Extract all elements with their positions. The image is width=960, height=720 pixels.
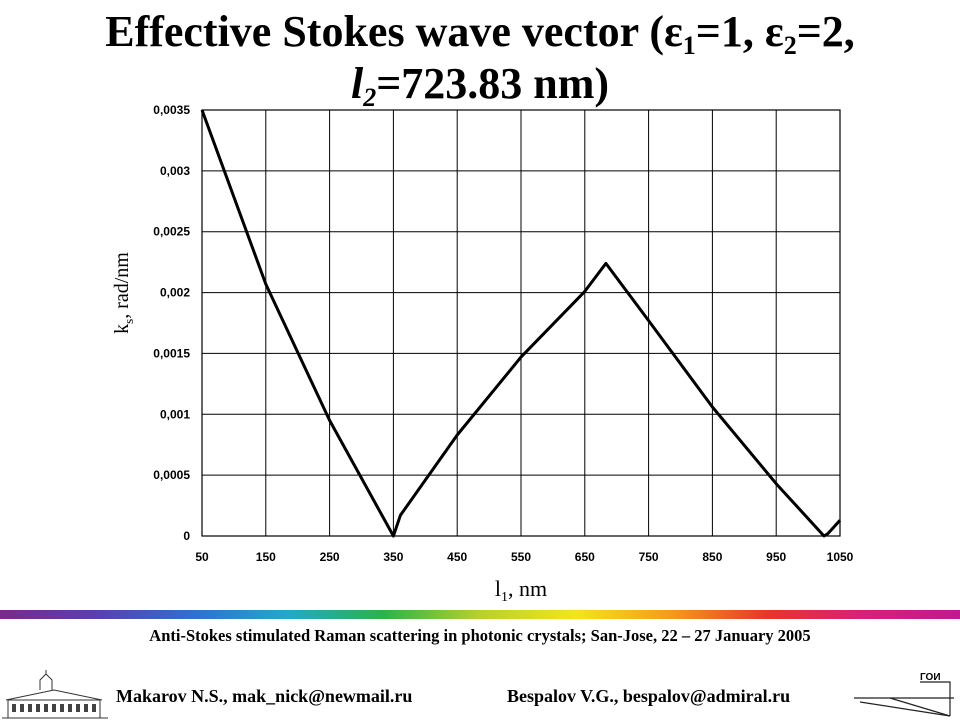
goi-logo-text: ГОИ: [920, 672, 941, 683]
author-1: Makarov N.S., mak_nick@newmail.ru: [116, 686, 413, 706]
building-logo-icon: [2, 670, 108, 719]
y-tick-label: 0,0005: [153, 468, 190, 482]
y-tick-label: 0: [183, 529, 190, 543]
x-tick-label: 750: [639, 550, 659, 564]
x-tick-label: 950: [766, 550, 786, 564]
epsilon-symbol: ε: [663, 7, 683, 56]
data-line: [200, 109, 842, 538]
title-text: =723.83 nm): [376, 59, 610, 108]
title-text: =2,: [796, 7, 855, 56]
epsilon-symbol: ε: [764, 7, 784, 56]
author-2: Bespalov V.G., bespalov@admiral.ru: [507, 686, 791, 706]
title-subscript: 1: [682, 31, 696, 60]
x-tick-label: 250: [320, 550, 340, 564]
x-tick-label: 450: [447, 550, 467, 564]
x-axis-label: l1, nm: [495, 576, 547, 605]
y-tick-label: 0,002: [160, 286, 190, 300]
x-tick-label: 150: [256, 550, 276, 564]
y-tick-label: 0,003: [160, 164, 190, 178]
x-tick-label: 650: [575, 550, 595, 564]
conference-line: Anti-Stokes stimulated Raman scattering …: [149, 626, 811, 645]
goi-logo-icon: ГОИ: [854, 672, 954, 717]
slide-title: Effective Stokes wave vector (ε1=1, ε2=2…: [0, 6, 960, 112]
title-subscript: 2: [783, 31, 797, 60]
title-line-1: Effective Stokes wave vector (ε1=1, ε2=2…: [0, 6, 960, 60]
rainbow-divider: [0, 610, 960, 619]
x-tick-label: 1050: [827, 550, 854, 564]
l-symbol: l: [350, 59, 364, 108]
x-tick-label: 350: [383, 550, 403, 564]
x-tick-label: 50: [195, 550, 209, 564]
title-line-2: l2=723.83 nm): [0, 58, 960, 112]
title-text: =1,: [695, 7, 765, 56]
stokes-chart: 50 150 250 350 450 550 650 750 850 950 1050 0 0,0005…: [111, 103, 854, 605]
y-axis-label: ks, rad/nm: [111, 252, 136, 334]
title-text: Effective Stokes wave vector (: [105, 7, 664, 56]
y-tick-label: 0,0015: [153, 346, 190, 360]
y-tick-label: 0,001: [160, 407, 190, 421]
y-tick-label: 0,0035: [153, 103, 190, 117]
x-tick-label: 550: [511, 550, 531, 564]
y-tick-label: 0,0025: [153, 225, 190, 239]
title-subscript: 2: [363, 83, 377, 112]
x-tick-label: 850: [702, 550, 722, 564]
